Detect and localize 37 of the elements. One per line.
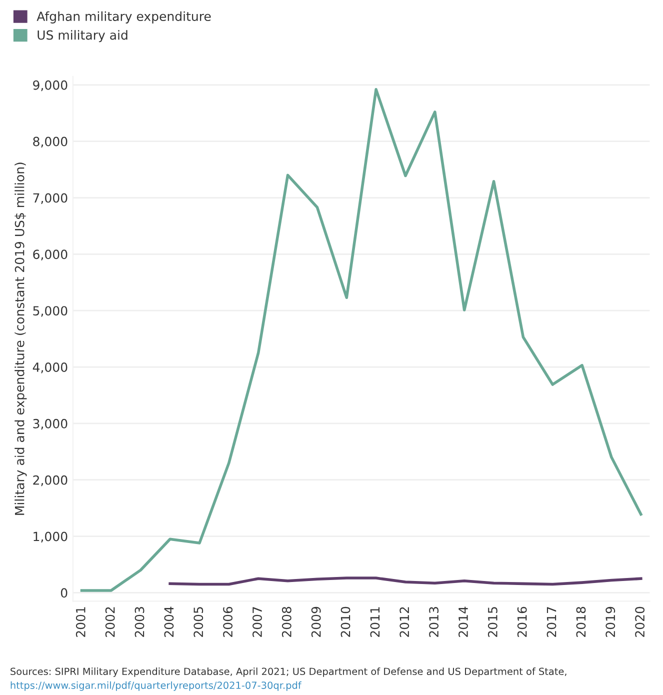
x-tick-label: 2010 bbox=[340, 606, 350, 637]
legend-label: US military aid bbox=[38, 30, 128, 42]
x-tick-label: 2004 bbox=[164, 606, 174, 637]
x-tick-label: 2019 bbox=[606, 606, 616, 637]
y-tick-label: 9,000 bbox=[33, 80, 68, 92]
x-tick-label: 2009 bbox=[311, 606, 321, 637]
x-tick-label: 2017 bbox=[546, 607, 556, 637]
x-tick-label: 2020 bbox=[635, 606, 645, 637]
x-tick-label: 2015 bbox=[488, 607, 498, 637]
y-tick-label: 2,000 bbox=[33, 475, 68, 486]
source-note: Sources: SIPRI Military Expenditure Database, April 2021; US Department of Defense and US Department of State, bbox=[10, 668, 566, 677]
x-tick-label: 2003 bbox=[134, 607, 144, 637]
y-axis-title: Military aid and expenditure (constant 2019 US$ million) bbox=[14, 162, 27, 515]
legend-label: Afghan military expenditure bbox=[36, 11, 211, 24]
y-tick-label: 0 bbox=[60, 588, 68, 598]
x-tick-label: 2018 bbox=[576, 606, 586, 637]
line-series bbox=[168, 576, 642, 586]
x-tick-label: 2016 bbox=[517, 606, 527, 637]
line-series bbox=[80, 88, 642, 592]
x-tick-label: 2012 bbox=[400, 607, 410, 637]
y-tick-label: 5,000 bbox=[33, 306, 68, 317]
x-tick-label: 2007 bbox=[252, 607, 262, 637]
y-tick-label: 8,000 bbox=[33, 136, 68, 148]
x-tick-label: 2014 bbox=[458, 606, 468, 637]
y-tick-label: 4,000 bbox=[32, 362, 68, 374]
y-tick-label: 6,000 bbox=[33, 250, 68, 260]
y-tick-label: 3,000 bbox=[33, 418, 68, 430]
x-tick-label: 2011 bbox=[370, 607, 380, 637]
x-tick-label: 2006 bbox=[223, 606, 233, 637]
x-tick-label: 2001 bbox=[76, 607, 86, 637]
text: https://www.sigar.mil/pdf/quarterlyreports/2021-07-30qr.pdf bbox=[10, 681, 302, 691]
y-tick-label: 7,000 bbox=[33, 193, 68, 204]
x-tick-label: 2002 bbox=[105, 607, 115, 637]
x-tick-label: 2013 bbox=[429, 607, 439, 637]
y-tick-label: 1,000 bbox=[34, 532, 68, 542]
x-tick-label: 2008 bbox=[282, 606, 292, 637]
x-tick-label: 2005 bbox=[194, 607, 204, 637]
